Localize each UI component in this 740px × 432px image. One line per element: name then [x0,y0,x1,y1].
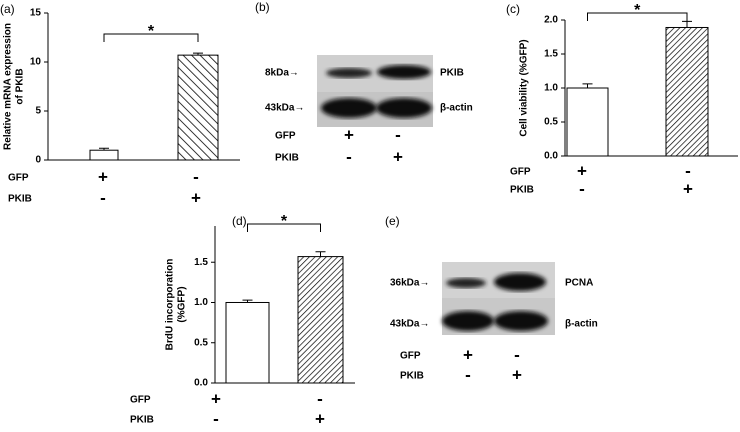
band [494,311,548,331]
panel-label: (a) [0,2,15,16]
error-bar [193,52,203,56]
blot-marker: 43kDa→ [390,319,429,330]
condition-mark: - [514,345,520,364]
condition-mark: + [315,409,325,427]
panel-label: (e) [385,214,400,228]
bar [225,301,270,384]
error-bar [315,251,326,257]
condition-mark: - [579,179,585,198]
condition-mark: + [577,161,587,180]
significance-bracket [247,223,321,232]
error-bar [582,83,593,88]
condition-mark: - [317,389,323,408]
condition-name: GFP [510,167,531,178]
condition-mark: + [393,147,403,166]
significance-bracket [103,33,199,42]
y-tick-label: 0.0 [544,151,558,162]
significance-label: * [148,23,155,40]
y-tick-label: 0.0 [194,378,208,389]
condition-name: PKIB [510,185,534,196]
condition-name: PKIB [275,153,299,164]
error-bar [242,299,253,303]
y-axis-label: of PKIB [15,68,26,104]
band [442,311,494,331]
condition-name: PKIB [400,371,424,382]
band [494,273,546,291]
blot-marker: 8kDa→ [265,68,299,79]
panel-label: (d) [232,214,247,228]
condition-name: GFP [8,173,29,184]
band [321,98,377,118]
y-axis-label: (%GFP) [177,286,188,322]
condition-mark: - [685,161,691,180]
panel-label: (c) [506,2,520,16]
condition-name: PKIB [8,194,32,205]
y-tick-label: 5 [35,106,41,117]
band [377,65,431,79]
condition-name: PKIB [130,415,154,426]
significance-bracket [587,12,688,21]
condition-mark: + [98,167,108,186]
bar [297,256,344,384]
y-tick-label: 1.5 [194,257,208,268]
y-axis-label: BrdU incorporation [165,259,176,351]
y-tick-label: 1.0 [544,83,558,94]
condition-mark: + [191,188,201,207]
error-bar [682,20,692,28]
band [446,278,486,288]
condition-mark: - [213,409,219,427]
bar [177,54,219,161]
blot-marker: 43kDa→ [265,103,304,114]
bar [566,87,609,157]
band [326,68,372,78]
condition-mark: + [683,179,693,198]
y-axis-label: Relative mRNA expression [3,23,14,150]
significance-label: * [634,2,641,19]
condition-name: GFP [130,395,151,406]
y-tick-label: 1.5 [544,49,558,60]
band [376,98,432,118]
significance-label: * [281,213,288,230]
y-tick-label: 15 [30,8,42,19]
y-tick-label: 1.0 [194,297,208,308]
blot-label: PKIB [440,68,464,79]
y-tick-label: 10 [30,57,42,68]
blot-label: β-actin [565,319,598,330]
condition-mark: - [346,147,352,166]
y-tick-label: 0.5 [194,337,208,348]
condition-name: GFP [400,351,421,362]
blot-label: β-actin [440,103,473,114]
y-tick-label: 0 [35,155,41,166]
error-bar [99,147,109,151]
bar [89,149,119,161]
y-tick-label: 0.5 [544,117,558,128]
blot-marker: 36kDa→ [390,278,429,289]
condition-mark: + [344,125,354,144]
condition-mark: - [100,188,106,207]
y-tick-label: 2.0 [544,15,558,26]
bar [665,26,709,157]
condition-mark: + [211,389,221,408]
condition-mark: + [463,345,473,364]
condition-name: GFP [275,131,296,142]
y-axis-label: Cell viability (%GFP) [519,39,530,136]
condition-mark: + [512,365,522,384]
condition-mark: - [193,167,199,186]
condition-mark: - [465,365,471,384]
condition-mark: - [395,125,401,144]
blot-label: PCNA [565,278,593,289]
panel-label: (b) [255,0,270,14]
